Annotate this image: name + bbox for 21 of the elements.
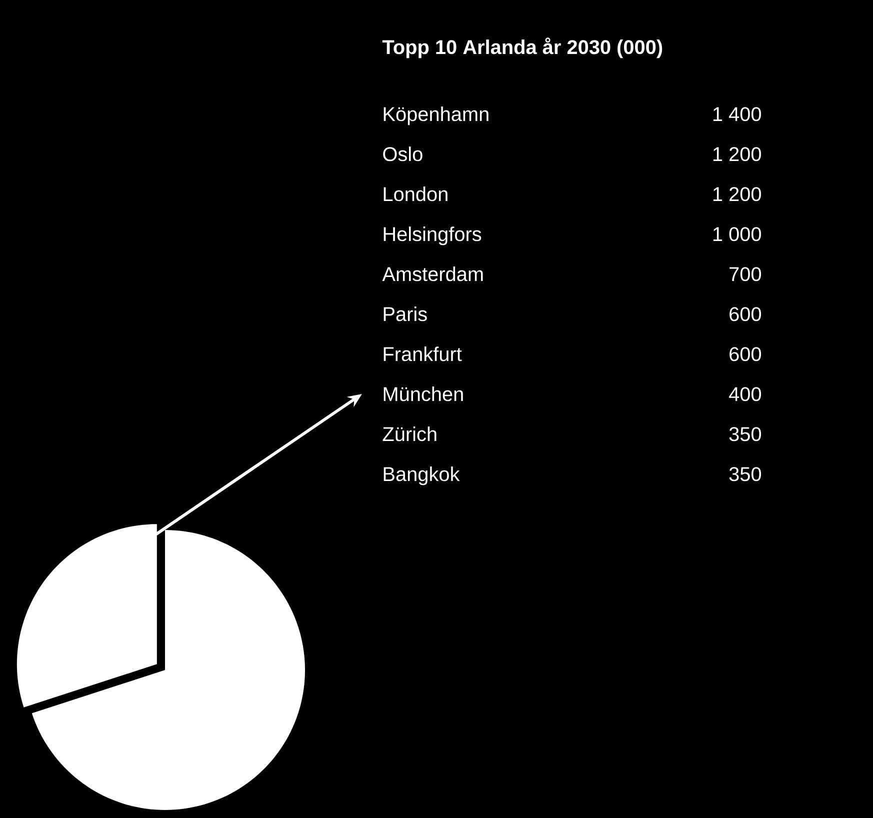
text: 600: [730, 347, 762, 362]
category-label: Oslo: [383, 146, 422, 162]
category-label: Frankfurt: [384, 346, 462, 362]
category-label: Amsterdam: [382, 266, 483, 282]
text: 1 200: [713, 187, 761, 202]
text: Topp 10 Arlanda år 2030 (000): [382, 38, 662, 58]
text: 1 400: [713, 107, 761, 122]
text: 350: [729, 467, 762, 482]
category-label: Köpenhamn: [384, 106, 488, 126]
text: 700: [730, 267, 762, 282]
text: 600: [730, 307, 762, 322]
text: 350: [729, 427, 762, 442]
category-label: Paris: [384, 306, 427, 322]
category-label: London: [384, 186, 448, 202]
category-label: Zürich: [382, 426, 436, 442]
category-label: München: [384, 386, 463, 402]
text: 400: [729, 387, 762, 402]
text: 1 000: [713, 227, 761, 242]
category-label: Bangkok: [384, 466, 460, 486]
text: 1 200: [713, 147, 761, 162]
category-label: Helsingfors: [384, 226, 482, 246]
